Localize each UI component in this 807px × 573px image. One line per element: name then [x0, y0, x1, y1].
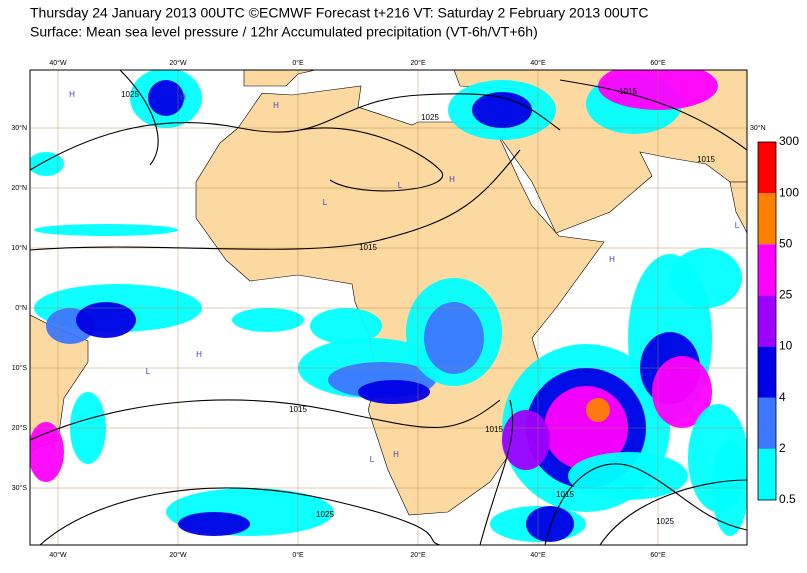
isobar — [479, 399, 514, 545]
lon-label-bottom: 60°E — [650, 551, 666, 559]
precipitation-area — [586, 398, 610, 422]
legend-label: 300 — [779, 134, 799, 148]
pressure-center: L — [398, 181, 403, 190]
precipitation-area — [568, 452, 688, 500]
lat-label-right: 30°N — [750, 124, 766, 132]
legend-band — [758, 193, 776, 245]
legend-label: 25 — [779, 288, 793, 302]
pressure-center: L — [146, 367, 151, 376]
precipitation-area — [76, 302, 136, 338]
lon-label-top: 60°E — [650, 59, 666, 67]
lon-label-top: 20°W — [169, 59, 187, 67]
legend-label: 4 — [779, 390, 786, 404]
legend-label: 0.5 — [779, 492, 796, 506]
isobar — [39, 487, 441, 545]
lon-label-bottom: 20°W — [169, 551, 187, 559]
legend-label: 100 — [779, 185, 799, 199]
legend-band — [758, 448, 776, 500]
lat-label: 20°N — [11, 184, 27, 192]
isobar — [599, 479, 747, 545]
lon-label-top: 20°E — [410, 59, 426, 67]
isobar-label: 1025 — [421, 113, 439, 122]
land — [729, 181, 747, 235]
precipitation-area — [358, 380, 430, 404]
precipitation-area — [30, 422, 64, 482]
lon-label-bottom: 20°E — [410, 551, 426, 559]
precipitation-area — [670, 248, 742, 308]
legend-band — [758, 244, 776, 296]
isobar-label: 1025 — [316, 510, 334, 519]
lon-label-top: 0°E — [292, 59, 304, 67]
legend-band — [758, 142, 776, 194]
lat-label: 30°S — [12, 484, 28, 492]
lon-label-bottom: 40°E — [530, 551, 546, 559]
legend-band — [758, 295, 776, 347]
map: 1025 1025 1015 1015 1015 1015 1015 1025 1015 1025… — [30, 70, 747, 545]
precipitation-area — [526, 506, 574, 542]
legend-band — [758, 346, 776, 398]
precipitation-area — [472, 92, 532, 128]
pressure-center: H — [449, 175, 455, 184]
precipitation-area — [178, 512, 250, 536]
lon-label-bottom: 0°E — [292, 551, 304, 559]
precipitation-area — [502, 410, 550, 470]
isobar-label: 1015 — [697, 155, 715, 164]
lat-label: 10°S — [12, 364, 28, 372]
isobar-label: 1015 — [359, 243, 377, 252]
isobar-label: 1025 — [656, 517, 674, 526]
precipitation-area — [424, 302, 484, 374]
isobar-label: 1015 — [619, 87, 637, 96]
legend-frame — [757, 141, 777, 501]
isobar — [559, 79, 747, 151]
lat-label: 10°N — [11, 244, 27, 252]
map-frame — [29, 69, 748, 546]
pressure-center: H — [196, 350, 202, 359]
pressure-center: L — [323, 198, 328, 207]
precipitation-area — [148, 80, 184, 116]
lat-label: 20°S — [12, 424, 28, 432]
isobar — [30, 149, 521, 251]
isobar — [30, 399, 501, 441]
isobar — [119, 70, 159, 166]
isobar — [299, 127, 444, 192]
precipitation-area — [652, 356, 712, 428]
precipitation-area — [30, 152, 64, 176]
pressure-center: L — [370, 455, 375, 464]
pressure-center: L — [735, 221, 740, 230]
precipitation-area — [232, 308, 304, 332]
lon-label-top: 40°E — [530, 59, 546, 67]
lat-label: 30°N — [11, 124, 27, 132]
lon-label-bottom: 40°W — [49, 551, 67, 559]
legend-label: 10 — [779, 339, 793, 353]
pressure-center: H — [393, 450, 399, 459]
isobar-label: 1025 — [121, 90, 139, 99]
lon-label-top: 40°W — [49, 59, 67, 67]
lat-label: 0°N — [15, 304, 27, 312]
subtitle: Surface: Mean sea level pressure / 12hr … — [30, 24, 538, 40]
pressure-center: H — [273, 101, 279, 110]
precipitation-area — [310, 308, 382, 344]
isobar-label: 1015 — [485, 425, 503, 434]
legend-label: 2 — [779, 441, 786, 455]
pressure-center: H — [69, 90, 75, 99]
isobar — [544, 463, 747, 545]
pressure-center: H — [609, 255, 615, 264]
precipitation-area — [34, 224, 178, 236]
title: Thursday 24 January 2013 00UTC ©ECMWF Fo… — [30, 5, 648, 21]
legend-label: 50 — [779, 236, 793, 250]
isobar — [30, 93, 561, 171]
legend-band — [758, 397, 776, 449]
isobar-label: 1015 — [556, 490, 574, 499]
pressure-center: H — [180, 93, 186, 102]
isobar-label: 1015 — [289, 405, 307, 414]
